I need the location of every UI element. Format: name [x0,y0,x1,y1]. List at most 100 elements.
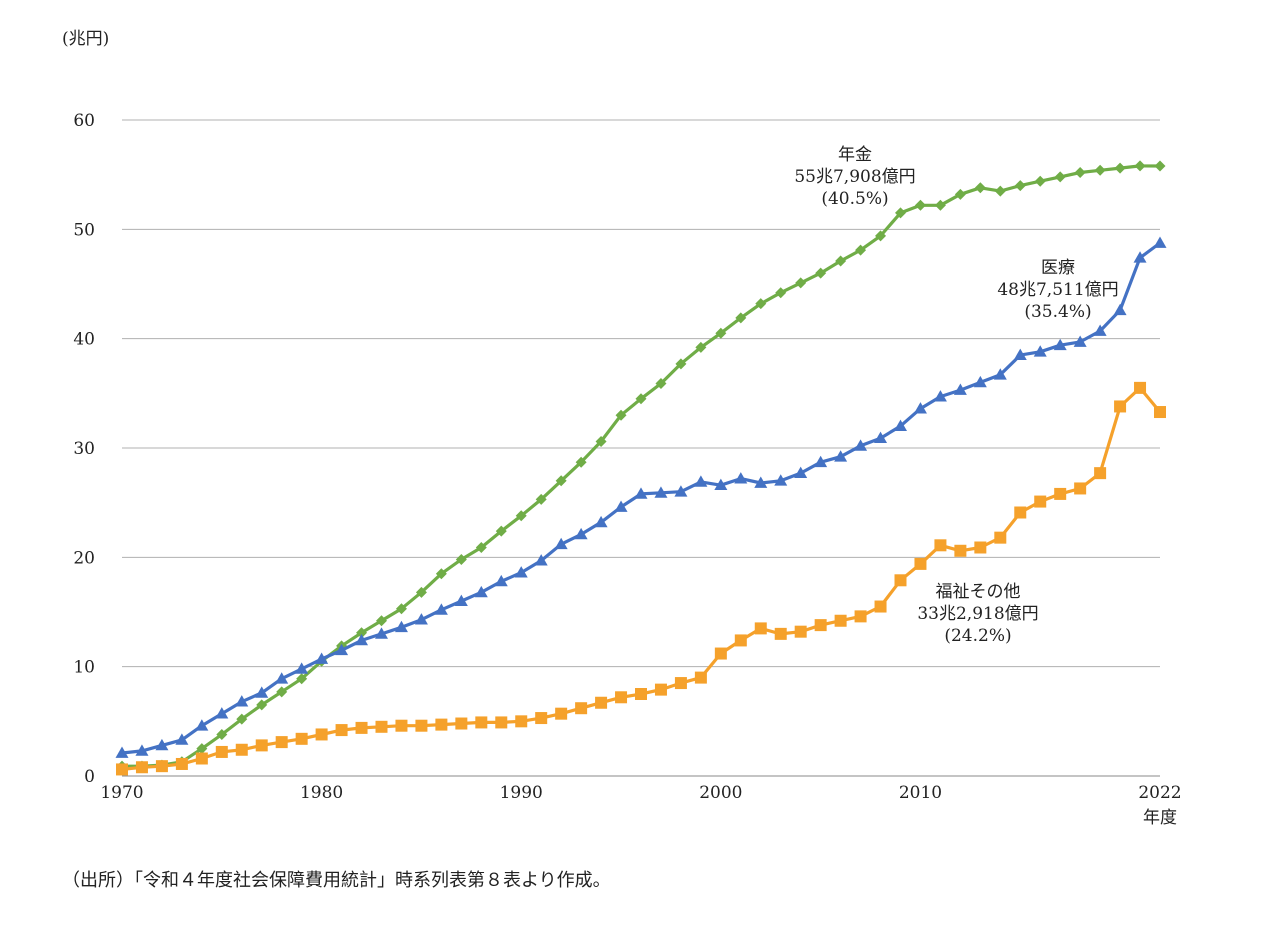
y-tick-label: 50 [73,220,95,240]
data-point [674,485,688,497]
annotation-line: (40.5%) [821,189,888,209]
annotation-line: 33兆2,918億円 [917,604,1038,624]
x-tick-label: 2000 [699,783,742,803]
y-tick-label: 10 [73,658,95,678]
data-point [695,341,707,353]
data-point [155,760,168,773]
data-point [973,375,987,388]
series-line [122,164,1161,768]
data-point [395,603,407,615]
data-point [814,619,827,632]
data-point [1054,487,1067,500]
data-point [295,732,308,745]
data-point [953,383,967,395]
data-point [834,450,848,462]
data-point [495,716,508,729]
data-point [1094,164,1106,176]
data-point [235,695,249,707]
data-point [654,683,667,696]
data-point [714,478,728,491]
x-tick-label: 1990 [500,783,543,803]
data-point [815,267,827,279]
data-point [993,368,1007,380]
data-point [295,662,309,674]
data-point [1033,345,1047,357]
data-point [494,574,508,587]
data-point [1014,506,1027,519]
data-point [934,539,947,552]
data-point [795,277,807,289]
data-point [215,707,229,719]
data-point [1074,166,1086,178]
data-point [355,633,369,646]
data-point [1114,162,1126,174]
x-tick-labels: 1970 1980 1990 2000 2010 2022 [100,783,1181,803]
data-point [575,456,587,468]
data-point [974,541,987,554]
data-point [895,207,906,219]
annotation-line: (35.4%) [1024,302,1091,322]
data-point [595,696,608,709]
series-0 [116,160,1166,772]
y-tick-label: 20 [73,548,95,568]
data-point [255,686,269,698]
data-point [215,745,228,758]
data-point [615,691,628,704]
data-point [376,615,387,627]
data-point [874,431,888,444]
data-point [1014,180,1026,192]
data-point [495,525,507,537]
data-point [554,537,568,550]
data-point [236,713,248,725]
data-point [655,377,667,389]
data-point [994,531,1007,544]
x-tick-label: 1970 [100,783,143,803]
data-point [1134,381,1147,394]
data-point [475,716,488,729]
data-point [855,244,867,256]
data-point [275,672,289,684]
data-point [874,600,887,613]
data-point [455,554,467,566]
data-point [933,390,947,402]
data-point [196,743,208,755]
data-point [694,475,708,487]
data-point [1054,171,1066,183]
data-point [614,500,628,512]
data-point [974,182,986,194]
data-point [435,718,448,731]
data-point [415,586,427,598]
annotation-line: 福祉その他 [936,582,1021,602]
data-point [1113,303,1127,316]
data-point [375,627,388,639]
annotation-line: 医療 [1041,258,1075,278]
annotation-line: 55兆7,908億円 [794,167,915,187]
data-point [1074,482,1087,495]
data-point [794,466,808,479]
data-point [534,554,548,566]
data-point [296,673,308,685]
data-point [914,199,926,211]
data-point [934,199,946,211]
y-tick-label: 0 [84,767,95,787]
data-point [135,744,149,756]
data-point [735,312,747,324]
data-point [894,574,907,587]
data-point [1034,175,1046,187]
data-point [755,298,767,310]
data-point [575,702,588,715]
data-point [434,603,448,615]
data-point [715,327,727,339]
data-point [1073,335,1087,347]
data-point [335,724,348,737]
data-point [475,541,487,553]
data-point [674,677,687,690]
data-point [116,763,128,776]
data-point [135,761,148,774]
data-point [814,455,828,468]
data-point [954,544,967,557]
y-tick-label: 60 [73,111,95,131]
